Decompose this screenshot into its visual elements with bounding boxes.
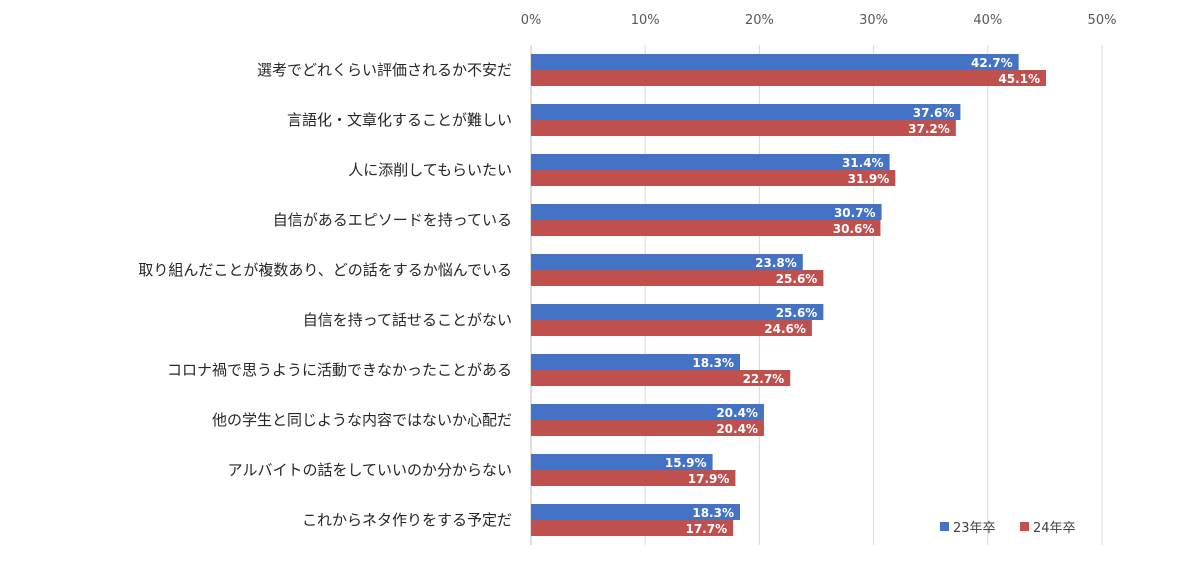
data-label: 22.7% [743,372,785,386]
data-label: 17.7% [685,522,727,536]
bar-24年卒 [531,220,881,236]
data-label: 20.4% [716,422,758,436]
bar-23年卒 [531,304,824,320]
legend-label: 24年卒 [1033,521,1076,536]
data-label: 45.1% [998,72,1040,86]
bar-23年卒 [531,404,764,420]
data-label: 18.3% [692,506,734,520]
data-label: 31.9% [848,172,890,186]
data-label: 15.9% [665,456,707,470]
x-tick-label: 10% [631,13,660,28]
bar-23年卒 [531,154,890,170]
data-label: 18.3% [692,356,734,370]
bar-23年卒 [531,504,740,520]
data-label: 37.6% [913,106,955,120]
x-tick-label: 40% [973,13,1002,28]
data-label: 37.2% [908,122,950,136]
bar-23年卒 [531,104,961,120]
bar-23年卒 [531,354,740,370]
x-axis-ticks: 0% 10% 20% 30% 40% 50% [521,13,1117,28]
data-label: 31.4% [842,156,884,170]
bar-24年卒 [531,420,764,436]
category-label: アルバイトの話をしていいのか分からない [228,461,512,479]
bar-23年卒 [531,204,882,220]
category-label: 他の学生と同じような内容ではないか心配だ [212,411,512,429]
data-label: 23.8% [755,256,797,270]
category-label: 言語化・文章化することが難しい [287,111,512,129]
category-label: これからネタ作りをする予定だ [302,511,512,529]
bar-23年卒 [531,54,1019,70]
x-tick-label: 20% [745,13,774,28]
category-label: 自信を持って話せることがない [303,311,512,329]
bar-23年卒 [531,454,713,470]
category-label: 取り組んだことが複数あり、どの話をするか悩んでいる [138,261,512,279]
data-label: 25.6% [776,306,818,320]
legend: 23年卒 24年卒 [940,521,1076,536]
bar-24年卒 [531,370,791,386]
legend-label: 23年卒 [953,521,996,536]
data-label: 24.6% [764,322,806,336]
bar-24年卒 [531,120,956,136]
x-tick-label: 30% [859,13,888,28]
category-label: 自信があるエピソードを持っている [273,211,512,229]
x-tick-label: 0% [521,13,542,28]
bar-23年卒 [531,254,803,270]
data-label: 30.6% [833,222,875,236]
data-label: 25.6% [776,272,818,286]
legend-swatch [1020,522,1029,531]
data-label: 30.7% [834,206,876,220]
category-label: 選考でどれくらい評価されるか不安だ [257,61,512,79]
bar-24年卒 [531,320,812,336]
category-labels: 選考でどれくらい評価されるか不安だ言語化・文章化することが難しい人に添削してもら… [138,61,512,529]
category-label: 人に添削してもらいたい [348,161,512,179]
bar-24年卒 [531,520,734,536]
x-tick-label: 50% [1088,13,1117,28]
legend-swatch [940,522,949,531]
data-label: 20.4% [716,406,758,420]
data-label: 42.7% [971,56,1013,70]
data-label: 17.9% [688,472,730,486]
bar-24年卒 [531,270,824,286]
bar-24年卒 [531,470,736,486]
bars: 42.7% 45.1% 37.6% 37.2% 31.4% 31.9% 30.7% 30.6%… [531,54,1047,536]
category-label: コロナ禍で思うように活動できなかったことがある [167,361,512,379]
bar-24年卒 [531,170,896,186]
bar-24年卒 [531,70,1047,86]
